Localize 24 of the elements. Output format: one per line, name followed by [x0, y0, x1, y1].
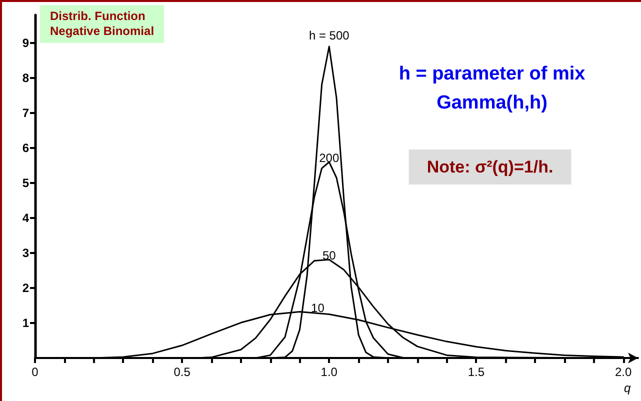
- y-tick-label: 1: [22, 316, 30, 330]
- x-axis-title: q: [624, 381, 631, 395]
- annotation: Note: σ²(q)=1/h.: [426, 158, 554, 176]
- x-tick-label: 0: [32, 365, 39, 379]
- x-tick-label: 2.0: [614, 365, 632, 379]
- series-label: 10: [311, 300, 325, 315]
- x-tick-label: 0.5: [174, 365, 191, 379]
- annotation: h = parameter of mix: [398, 64, 586, 84]
- y-tick-label: 4: [22, 211, 30, 225]
- y-tick-label: 9: [22, 36, 30, 50]
- y-tick-label: 6: [22, 141, 30, 155]
- y-tick-label: 3: [22, 246, 30, 260]
- text: Negative Binomial: [50, 24, 154, 38]
- series-label: 200: [319, 151, 340, 165]
- y-tick-label: 8: [22, 71, 30, 85]
- y-tick-label: 5: [22, 176, 30, 190]
- series-label: h = 500: [308, 28, 350, 42]
- series-label: 50: [322, 248, 336, 263]
- annotation: Gamma(h,h): [436, 92, 548, 114]
- x-tick-label: 1.5: [468, 365, 485, 379]
- x-tick-label: 1.0: [320, 365, 338, 379]
- y-tick-label: 7: [22, 106, 30, 120]
- chart-title: Distrib. Function: [50, 9, 146, 23]
- y-tick-label: 2: [22, 281, 30, 295]
